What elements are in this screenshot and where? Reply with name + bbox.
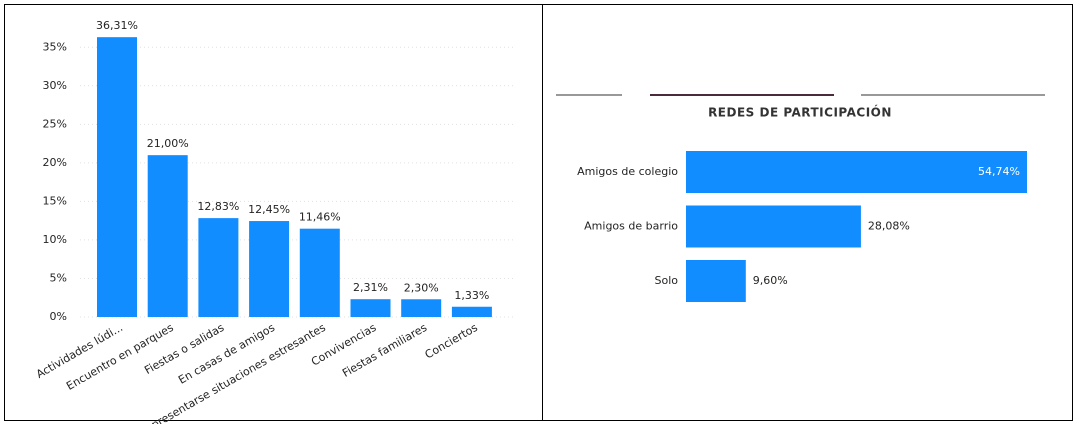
value-label: 21,00% (147, 137, 189, 150)
bar (249, 221, 290, 317)
value-label: 28,08% (868, 220, 910, 233)
y-tick-label: 35% (43, 40, 67, 53)
y-tick-label: Amigos de colegio (577, 165, 678, 178)
value-label: 36,31% (96, 19, 138, 32)
bar (686, 260, 746, 302)
y-tick-label: 10% (43, 233, 67, 246)
y-tick-label: 20% (43, 156, 67, 169)
y-tick-label: Amigos de barrio (584, 220, 678, 233)
bar (686, 151, 1027, 193)
y-tick-label: 5% (50, 271, 67, 284)
bar (401, 299, 442, 317)
bar (350, 299, 391, 317)
bar (147, 155, 188, 317)
bar (299, 228, 340, 317)
value-label: 12,83% (197, 200, 239, 213)
frame (4, 4, 1073, 421)
value-label: 54,74% (978, 165, 1020, 178)
bar (686, 205, 861, 248)
bar (198, 218, 239, 317)
value-label: 12,45% (248, 203, 290, 216)
value-label: 2,30% (404, 281, 439, 294)
value-label: 1,33% (454, 289, 489, 302)
y-tick-label: 15% (43, 194, 67, 207)
bar (97, 37, 137, 318)
y-tick-label: 0% (50, 310, 67, 323)
x-tick-label: Conciertos (423, 321, 480, 362)
y-tick-label: 30% (43, 79, 67, 92)
x-tick-label: Fiestas familiares (340, 321, 429, 380)
value-label: 2,31% (353, 281, 388, 294)
chart-title: REDES DE PARTICIPACIÓN (708, 105, 892, 120)
value-label: 9,60% (753, 274, 788, 287)
bar (451, 306, 492, 317)
value-label: 11,46% (299, 211, 341, 224)
y-tick-label: 25% (43, 117, 67, 130)
y-tick-label: Solo (655, 274, 679, 287)
